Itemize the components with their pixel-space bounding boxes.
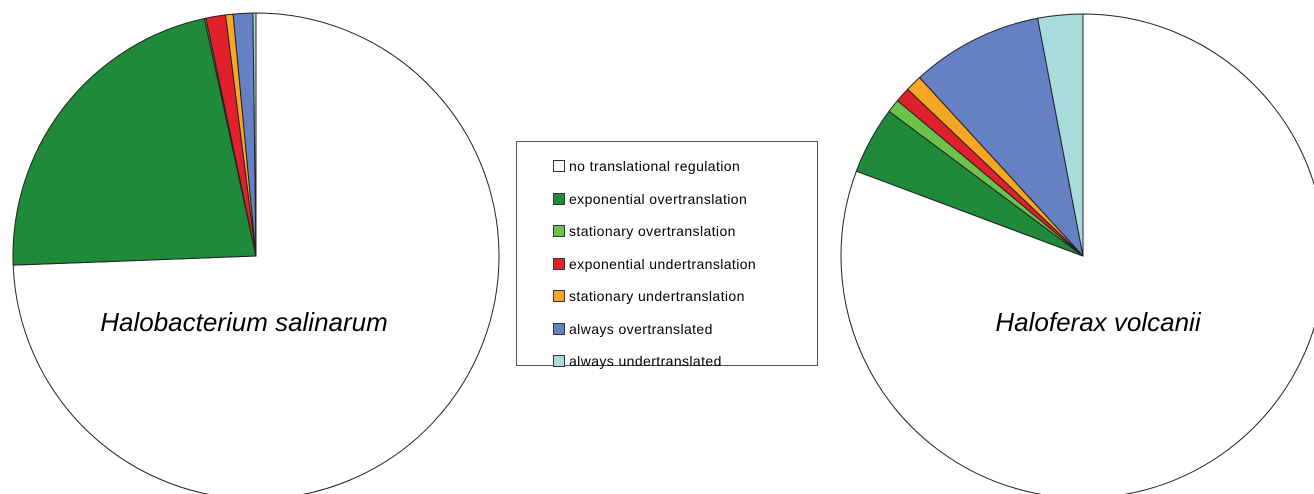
legend-item-always-overtranslated: always overtranslated [553, 313, 817, 346]
pie-title-haloferax: Haloferax volcanii [995, 307, 1201, 337]
pie-haloferax-volcanii [840, 13, 1314, 494]
legend-label: exponential overtranslation [569, 190, 748, 207]
legend-swatch [553, 290, 565, 303]
legend-label: always overtranslated [569, 320, 713, 337]
pie-halobacterium-salinarum [12, 12, 500, 494]
legend-label: stationary overtranslation [569, 223, 736, 240]
pie-title-halobacterium: Halobacterium salinarum [100, 307, 388, 337]
legend-item-stationary-overtranslation: stationary overtranslation [553, 215, 817, 248]
pie-slice-exponential-overtranslation [12, 18, 257, 266]
legend-item-exponential-undertranslation: exponential undertranslation [553, 248, 817, 281]
legend-label: always undertranslated [569, 353, 722, 370]
pie-slice-always-undertranslated [1037, 13, 1084, 257]
legend-item-stationary-undertranslation: stationary undertranslation [553, 280, 817, 313]
legend-item-no-regulation: no translational regulation [553, 150, 817, 183]
legend-swatch [553, 322, 565, 335]
pie-slice-always-overtranslated [919, 17, 1084, 257]
legend-label: no translational regulation [569, 158, 741, 175]
pie-slice-always-undertranslated [252, 12, 257, 257]
legend-swatch [553, 192, 565, 205]
legend-swatch [553, 225, 565, 238]
legend-item-always-undertranslated: always undertranslated [553, 345, 817, 378]
legend-swatch [553, 257, 565, 270]
legend: no translational regulation exponential … [516, 141, 818, 369]
legend-swatch [553, 355, 565, 368]
legend-label: exponential undertranslation [569, 255, 757, 272]
legend-swatch [553, 160, 565, 173]
legend-label: stationary undertranslation [569, 288, 745, 305]
legend-item-exponential-overtranslation: exponential overtranslation [553, 183, 817, 216]
